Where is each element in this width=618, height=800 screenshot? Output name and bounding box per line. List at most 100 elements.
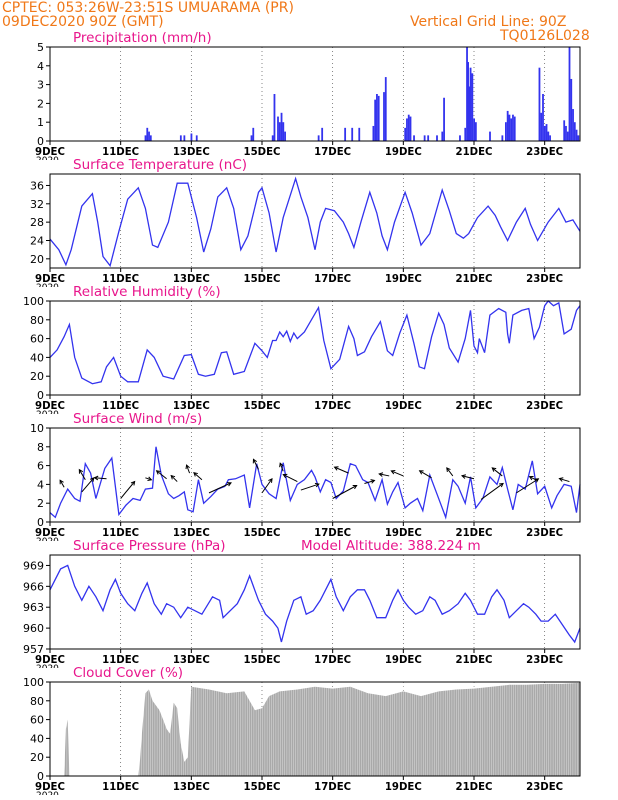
y-tick-label: 20 [30, 370, 44, 383]
precip-bar [404, 127, 407, 141]
model-altitude: Model Altitude: 388.224 m [301, 538, 481, 554]
x-year-label: 2020 [36, 791, 59, 800]
wind-arrow [279, 463, 284, 472]
precip-bar [273, 94, 276, 141]
precip-bar [464, 127, 467, 141]
precip-bar [278, 122, 281, 141]
precip-bar [443, 97, 445, 141]
x-tick-label: 13DEC [173, 273, 210, 285]
y-tick-label: 963 [23, 601, 44, 614]
precip-bar [383, 92, 385, 141]
wind-arrow-head [314, 482, 320, 488]
x-tick-label: 21DEC [456, 146, 493, 158]
x-year-label: 2020 [36, 410, 59, 420]
precip-bar [566, 131, 569, 141]
precip-bar [423, 135, 426, 141]
x-tick-label: 13DEC [173, 400, 210, 412]
x-tick-label: 9DEC [35, 273, 65, 285]
wind-arrow [170, 475, 178, 482]
y-tick-label: 24 [30, 234, 44, 247]
y-tick-label: 100 [23, 295, 44, 308]
x-tick-label: 21DEC [456, 781, 493, 793]
precip-bar [467, 62, 469, 141]
precip-bar [573, 122, 576, 141]
x-tick-label: 17DEC [314, 146, 351, 158]
precip-bar [252, 127, 255, 141]
pressure-title: Surface Pressure (hPa) [73, 538, 226, 554]
y-tick-label: 32 [30, 198, 44, 211]
precip-bar [195, 135, 198, 141]
precip-bar [409, 116, 412, 141]
x-tick-label: 23DEC [526, 146, 563, 158]
wind-arrow-head [390, 470, 396, 475]
precip-bar [406, 118, 408, 141]
wind-arrow [391, 470, 404, 477]
grid-line-info: Vertical Grid Line: 90Z [410, 14, 567, 30]
precip-bar [384, 77, 387, 141]
wind-arrow [59, 479, 65, 488]
wind-arrow [78, 469, 86, 480]
y-tick-label: 28 [30, 216, 44, 229]
precip-bar [284, 131, 286, 141]
precip-bar [146, 127, 149, 141]
precip-frame [49, 46, 581, 142]
wind-title: Surface Wind (m/s) [73, 411, 202, 427]
x-tick-label: 15DEC [244, 400, 281, 412]
precip-bar [542, 94, 544, 141]
humidity-frame [49, 300, 581, 396]
x-tick-label: 23DEC [526, 654, 563, 666]
precip-bar [413, 135, 415, 141]
precip-bar [473, 118, 475, 141]
y-tick-label: 80 [30, 314, 44, 327]
precip-bar [149, 135, 152, 141]
y-tick-label: 80 [30, 695, 44, 708]
wind-arrow-head [147, 476, 153, 482]
precip-bar [344, 127, 347, 141]
precip-bar [575, 129, 578, 141]
x-tick-label: 15DEC [244, 654, 281, 666]
x-tick-label: 21DEC [456, 273, 493, 285]
wind-line [49, 446, 581, 520]
x-year-label: 2020 [36, 283, 59, 293]
precip-bar [459, 135, 461, 141]
model-id: TQ0126L028 [500, 28, 590, 44]
precip-bar [547, 131, 550, 141]
precip-bar [505, 122, 507, 141]
x-tick-label: 11DEC [102, 400, 139, 412]
wind-arrow-head [78, 468, 84, 474]
wind-arrow-head [193, 472, 198, 477]
x-tick-label: 11DEC [102, 654, 139, 666]
x-year-label: 2020 [36, 664, 59, 674]
x-tick-label: 13DEC [173, 654, 210, 666]
precip-bar [489, 131, 491, 141]
wind-arrow [261, 478, 273, 494]
wind-arrow-head [418, 470, 424, 475]
y-tick-label: 10 [30, 422, 44, 435]
y-tick-label: 20 [30, 253, 44, 266]
y-tick-label: 60 [30, 714, 44, 727]
y-tick-label: 40 [30, 351, 44, 364]
precip-bar [565, 125, 567, 141]
y-tick-label: 960 [23, 622, 44, 635]
precip-bar [280, 112, 283, 141]
humidity-panel [46, 300, 581, 399]
x-tick-label: 13DEC [173, 146, 210, 158]
wind-arrow-head [460, 474, 466, 479]
x-tick-label: 19DEC [385, 400, 422, 412]
run-date: 09DEC2020 90Z (GMT) [2, 14, 164, 30]
precip-bar [358, 127, 361, 141]
wind-arrow-head [534, 478, 540, 483]
wind-arrow-head [491, 467, 497, 472]
wind-arrow-head [528, 475, 534, 481]
x-tick-label: 13DEC [173, 527, 210, 539]
precip-bar [563, 120, 566, 141]
wind-arrow [300, 483, 320, 491]
x-tick-label: 17DEC [314, 273, 351, 285]
precip-bar [436, 135, 438, 141]
temperature-frame [49, 173, 581, 269]
pressure-frame [49, 554, 581, 650]
x-tick-label: 21DEC [456, 654, 493, 666]
wind-arrow-head [170, 474, 176, 480]
x-tick-label: 23DEC [526, 273, 563, 285]
